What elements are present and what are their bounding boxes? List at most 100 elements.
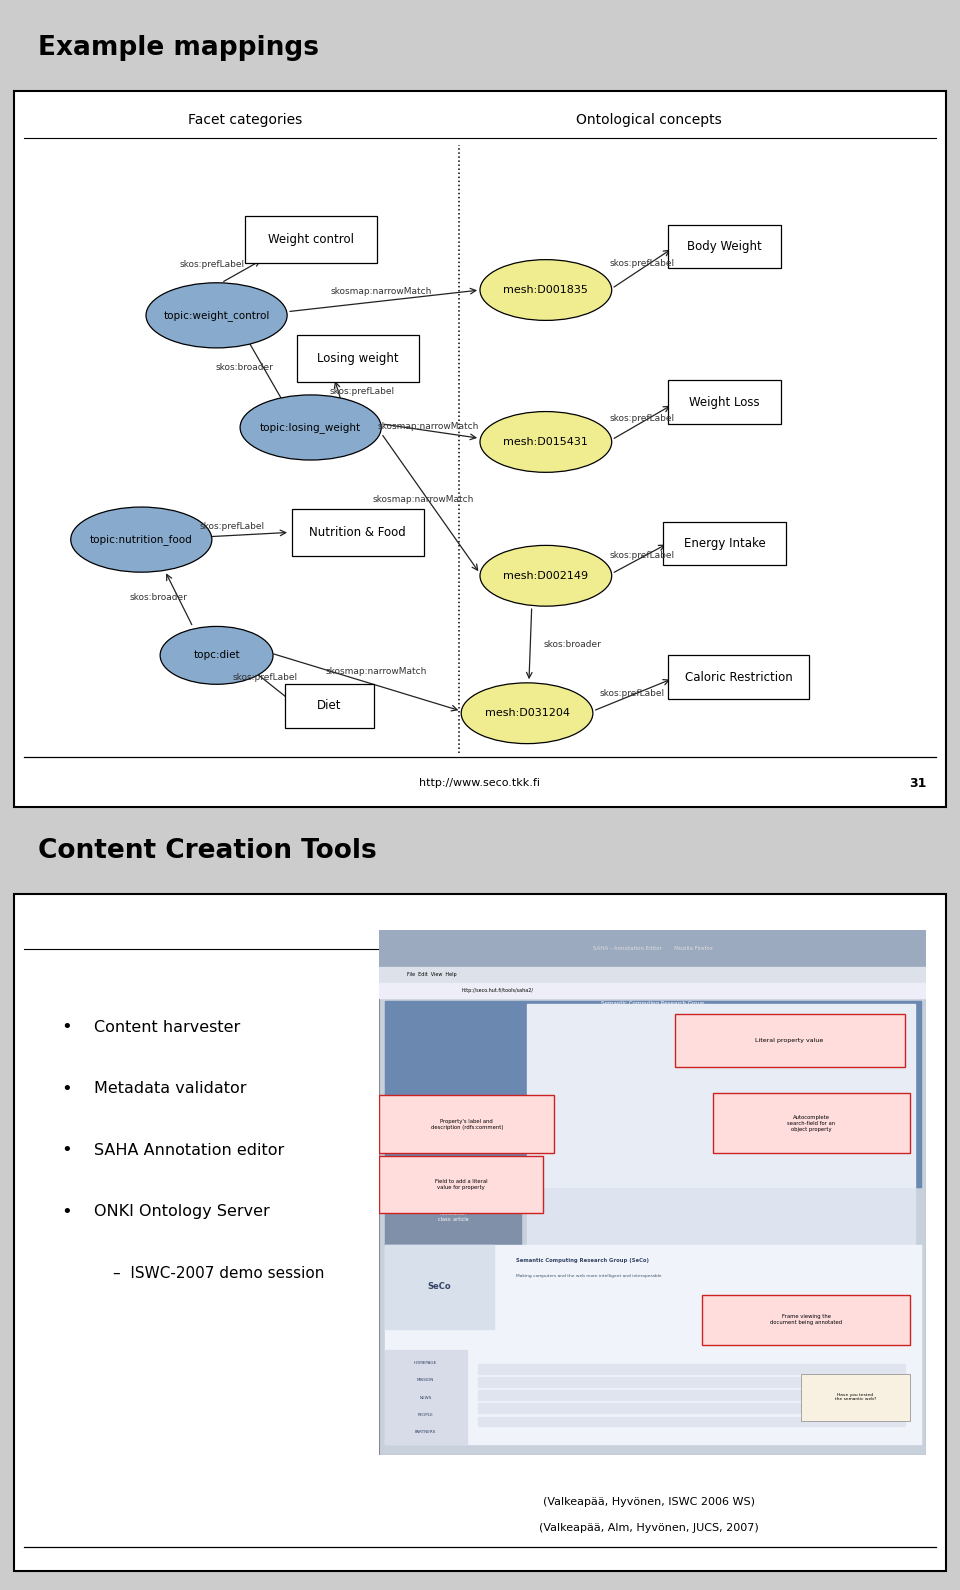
FancyBboxPatch shape xyxy=(663,522,785,564)
Text: skosmap:narrowMatch: skosmap:narrowMatch xyxy=(372,496,474,504)
FancyBboxPatch shape xyxy=(668,224,781,269)
Text: MISSION: MISSION xyxy=(417,1379,434,1382)
Text: Weight Loss: Weight Loss xyxy=(689,396,760,409)
Text: Weight control: Weight control xyxy=(268,232,353,246)
Text: Semantic Computing Research Group: Semantic Computing Research Group xyxy=(601,1002,705,1006)
Text: Autocomplete
search-field for an
object property: Autocomplete search-field for an object … xyxy=(787,1115,835,1132)
Ellipse shape xyxy=(480,412,612,472)
FancyBboxPatch shape xyxy=(14,91,946,808)
Text: Caloric Restriction: Caloric Restriction xyxy=(684,671,793,684)
Text: mesh:D015431: mesh:D015431 xyxy=(503,437,588,447)
Text: HOMEPAGE: HOMEPAGE xyxy=(414,1361,438,1366)
Text: (Valkeapää, Alm, Hyvönen, JUCS, 2007): (Valkeapää, Alm, Hyvönen, JUCS, 2007) xyxy=(540,1523,759,1533)
Text: •: • xyxy=(61,1202,72,1221)
Text: 31: 31 xyxy=(909,778,927,790)
FancyBboxPatch shape xyxy=(292,509,423,556)
Text: PARTNERS: PARTNERS xyxy=(415,1431,437,1434)
Text: topic:losing_weight: topic:losing_weight xyxy=(260,421,361,432)
FancyBboxPatch shape xyxy=(245,216,376,262)
Text: Body Weight: Body Weight xyxy=(687,240,762,253)
Ellipse shape xyxy=(240,394,381,460)
Bar xyxy=(478,1364,904,1374)
Ellipse shape xyxy=(480,259,612,321)
Bar xyxy=(385,1245,494,1329)
Text: SeCo: SeCo xyxy=(427,1283,451,1291)
Text: skos:broader: skos:broader xyxy=(216,363,274,372)
Text: Metadata validator: Metadata validator xyxy=(94,1081,247,1096)
Text: Nutrition & Food: Nutrition & Food xyxy=(309,526,406,539)
Text: skos:broader: skos:broader xyxy=(130,593,187,603)
FancyBboxPatch shape xyxy=(668,655,809,698)
Text: NEWS: NEWS xyxy=(420,1396,432,1399)
Text: mesh:D001835: mesh:D001835 xyxy=(503,285,588,296)
Text: skos:prefLabel: skos:prefLabel xyxy=(610,415,674,423)
Bar xyxy=(379,983,926,999)
FancyBboxPatch shape xyxy=(702,1294,910,1345)
Text: Field to add a literal
value for property: Field to add a literal value for propert… xyxy=(435,1180,488,1189)
Text: skos:prefLabel: skos:prefLabel xyxy=(610,259,674,267)
FancyBboxPatch shape xyxy=(379,1096,554,1153)
Bar xyxy=(478,1390,904,1399)
Text: topic:nutrition_food: topic:nutrition_food xyxy=(90,534,193,545)
Text: skos:prefLabel: skos:prefLabel xyxy=(600,688,665,698)
FancyBboxPatch shape xyxy=(675,1014,904,1067)
Bar xyxy=(385,1245,921,1444)
Text: http://www.seco.tkk.fi: http://www.seco.tkk.fi xyxy=(420,779,540,789)
Text: •: • xyxy=(61,1142,72,1159)
FancyBboxPatch shape xyxy=(379,1156,543,1213)
Text: skos:prefLabel: skos:prefLabel xyxy=(330,386,395,396)
FancyBboxPatch shape xyxy=(285,684,374,728)
Text: skos:prefLabel: skos:prefLabel xyxy=(200,522,265,531)
Text: skosmap:narrowMatch: skosmap:narrowMatch xyxy=(330,286,432,296)
Text: Semantic Computing Research Group (SeCo): Semantic Computing Research Group (SeCo) xyxy=(516,1258,649,1262)
Text: Have you tested
the semantic web?: Have you tested the semantic web? xyxy=(834,1393,876,1401)
Bar xyxy=(478,1417,904,1426)
Bar xyxy=(478,1377,904,1386)
Text: (Valkeapää, Hyvönen, ISWC 2006 WS): (Valkeapää, Hyvönen, ISWC 2006 WS) xyxy=(543,1498,756,1507)
Text: mesh:D002149: mesh:D002149 xyxy=(503,571,588,580)
Text: skos:prefLabel: skos:prefLabel xyxy=(610,552,674,560)
Bar xyxy=(527,1003,916,1188)
Text: PEOPLE: PEOPLE xyxy=(418,1414,434,1417)
Bar xyxy=(379,930,926,967)
Bar xyxy=(385,1002,921,1188)
Text: skos:prefLabel: skos:prefLabel xyxy=(233,673,298,682)
Ellipse shape xyxy=(71,507,212,572)
Text: Losing weight: Losing weight xyxy=(317,353,398,366)
Bar xyxy=(527,1188,916,1245)
Text: skos:broader: skos:broader xyxy=(543,641,601,649)
Text: Content Creation Tools: Content Creation Tools xyxy=(37,838,376,863)
FancyBboxPatch shape xyxy=(14,894,946,1571)
Text: skos:prefLabel: skos:prefLabel xyxy=(180,261,245,269)
Text: SAHA - Annotation Editor       Mozilla Firefox: SAHA - Annotation Editor Mozilla Firefox xyxy=(592,946,712,951)
Ellipse shape xyxy=(146,283,287,348)
Text: •: • xyxy=(61,1018,72,1037)
Text: Facet categories: Facet categories xyxy=(187,113,302,127)
Text: topic:weight_control: topic:weight_control xyxy=(163,310,270,321)
Text: Literal property value: Literal property value xyxy=(756,1038,824,1043)
Text: Example mappings: Example mappings xyxy=(37,35,319,60)
Bar xyxy=(379,967,926,983)
FancyBboxPatch shape xyxy=(713,1092,910,1153)
Text: Annotation
class: article: Annotation class: article xyxy=(438,1210,468,1221)
Text: –  ISWC-2007 demo session: – ISWC-2007 demo session xyxy=(113,1266,324,1282)
Text: skosmap:narrowMatch: skosmap:narrowMatch xyxy=(377,421,479,431)
Text: Content harvester: Content harvester xyxy=(94,1019,241,1035)
Ellipse shape xyxy=(480,545,612,606)
Text: Diet: Diet xyxy=(317,700,342,712)
Text: •: • xyxy=(61,1080,72,1097)
Ellipse shape xyxy=(461,682,593,744)
Text: Energy Intake: Energy Intake xyxy=(684,537,765,550)
Text: Property's label and
description (rdfs:comment): Property's label and description (rdfs:c… xyxy=(430,1119,503,1129)
Ellipse shape xyxy=(160,626,273,684)
Text: skosmap:narrowMatch: skosmap:narrowMatch xyxy=(325,668,427,676)
Text: mesh:D031204: mesh:D031204 xyxy=(485,708,569,719)
Text: ONKI Ontology Server: ONKI Ontology Server xyxy=(94,1204,270,1220)
Text: topc:diet: topc:diet xyxy=(193,650,240,660)
FancyBboxPatch shape xyxy=(297,335,419,382)
FancyBboxPatch shape xyxy=(801,1374,910,1421)
FancyBboxPatch shape xyxy=(668,380,781,425)
Text: File  Edit  View  Help: File Edit View Help xyxy=(407,971,456,978)
Text: http://seco.hut.fi/tools/saha2/: http://seco.hut.fi/tools/saha2/ xyxy=(462,987,534,994)
Text: Making computers and the web more intelligent and interoperable: Making computers and the web more intell… xyxy=(516,1275,661,1278)
